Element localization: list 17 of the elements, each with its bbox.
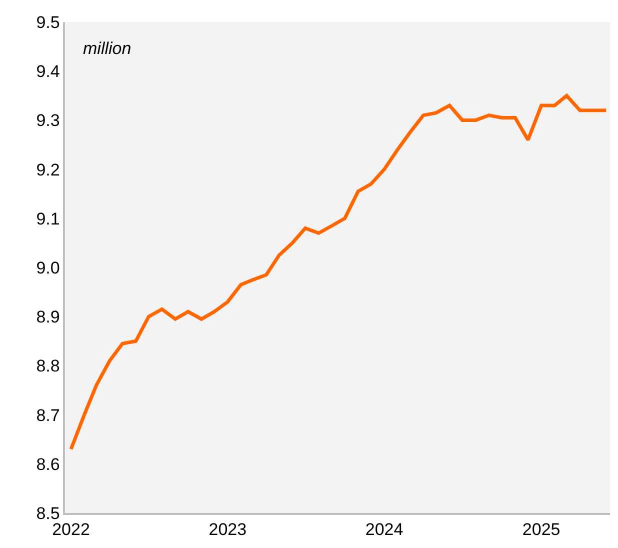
y-tick-label: 9.3 <box>36 111 60 130</box>
line-series <box>69 94 608 451</box>
x-tick-label: 2024 <box>365 520 404 540</box>
y-tick-label: 8.5 <box>36 504 60 523</box>
y-tick-label: 9.5 <box>36 12 60 32</box>
y-tick-label: 9.1 <box>36 209 60 228</box>
y-tick-label: 8.9 <box>36 308 60 327</box>
annotation: million <box>83 39 132 58</box>
y-tick-label: 8.8 <box>36 356 60 376</box>
x-tick-label: 2025 <box>522 520 560 540</box>
y-tick-label: 8.7 <box>36 406 60 425</box>
y-tick-label: 9.2 <box>36 160 60 180</box>
y-tick-label: 8.6 <box>36 454 60 474</box>
x-tick-label: 2023 <box>208 520 247 540</box>
x-tick-label: 2022 <box>52 520 90 540</box>
y-tick-label: 9.4 <box>36 62 60 82</box>
y-tick-label: 9.0 <box>36 258 60 278</box>
